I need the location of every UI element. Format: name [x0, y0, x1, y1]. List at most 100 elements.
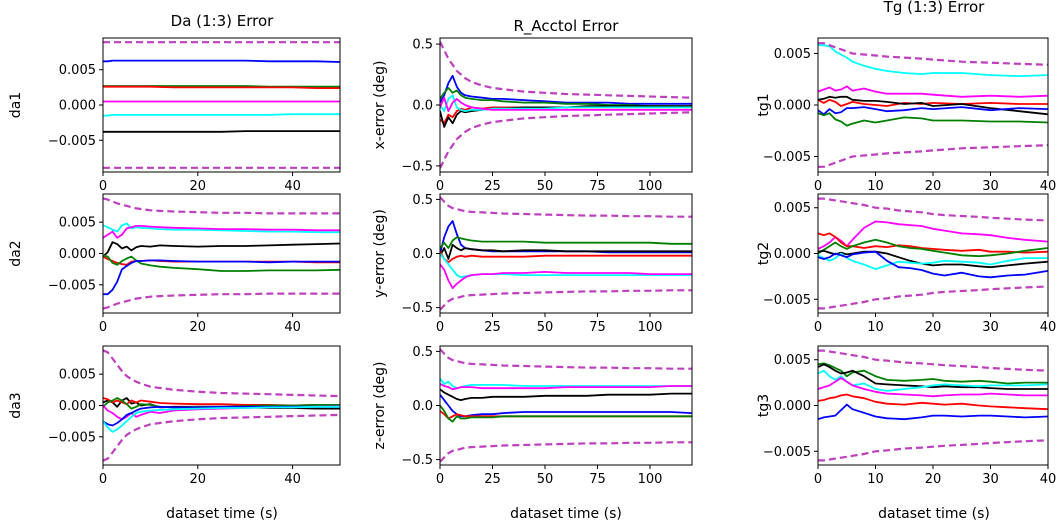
blue-series-line — [103, 259, 340, 296]
y-axis-label: tg1 — [756, 93, 772, 116]
y-tick-label: 0.000 — [59, 247, 96, 262]
y-tick-label: −0.5 — [401, 301, 433, 316]
black-series-line — [103, 241, 340, 258]
blue-series-line — [103, 59, 340, 63]
cyan-series-line — [818, 44, 1048, 77]
x-tick-label: 100 — [638, 179, 663, 194]
y-tick-label: −0.5 — [401, 159, 433, 174]
y-axis-label: x-error (deg) — [372, 61, 388, 150]
x-tick-label: 40 — [284, 179, 301, 194]
x-tick-label: 20 — [925, 179, 942, 194]
magenta-series-line — [440, 263, 692, 289]
black-series-line — [440, 243, 692, 260]
bound-line — [440, 41, 692, 99]
y-axis-label: da2 — [8, 240, 24, 266]
axes-frame — [439, 193, 693, 314]
x-tick-label: 30 — [982, 179, 999, 194]
x-tick-label: 0 — [436, 179, 444, 194]
magenta-series-line — [818, 85, 1048, 98]
y-tick-label: 0.000 — [774, 99, 811, 114]
bound-line — [440, 441, 692, 463]
x-tick-label: 100 — [638, 320, 663, 335]
axes-frame — [102, 193, 341, 314]
cyan-series-line — [818, 369, 1048, 392]
y-tick-label: 0.005 — [59, 368, 96, 383]
y-tick-label: −0.005 — [48, 278, 96, 293]
magenta-series-line — [440, 383, 692, 391]
axes-frame — [439, 345, 693, 466]
x-tick-label: 40 — [284, 472, 301, 487]
y-tick-label: 0.005 — [774, 353, 811, 368]
cyan-series-line — [103, 113, 340, 117]
x-tick-label: 50 — [537, 472, 554, 487]
bound-line — [103, 197, 340, 215]
y-axis-label: da1 — [8, 92, 24, 118]
green-series-line — [818, 362, 1048, 385]
x-tick-label: 0 — [814, 472, 822, 487]
x-tick-label: 25 — [484, 320, 501, 335]
column-title-r-acctol: R_Acctol Error — [514, 17, 620, 36]
y-tick-label: 0.0 — [412, 247, 433, 262]
x-tick-label: 0 — [436, 320, 444, 335]
magenta-series-line — [103, 225, 340, 239]
black-series-line — [818, 95, 1048, 116]
x-tick-label: 20 — [190, 320, 207, 335]
y-tick-label: 0.000 — [59, 99, 96, 114]
y-tick-label: 0.0 — [412, 99, 433, 114]
black-series-line — [440, 388, 692, 401]
x-axis-label-tg: dataset time (s) — [878, 506, 990, 522]
y-tick-label: 0.000 — [774, 247, 811, 262]
green-series-line — [440, 87, 692, 108]
blue-series-line — [818, 250, 1048, 279]
y-tick-label: −0.005 — [763, 293, 811, 308]
x-tick-label: 20 — [925, 472, 942, 487]
y-axis-label: da3 — [8, 392, 24, 418]
cyan-series-line — [818, 252, 1048, 270]
panel-y-error: 0 25 50 75 100 0.5 0.0 −0.5 y-error (deg) — [372, 193, 693, 335]
x-tick-label: 50 — [537, 179, 554, 194]
y-tick-label: 0.005 — [59, 63, 96, 78]
x-tick-label: 30 — [982, 472, 999, 487]
green-series-line — [440, 236, 692, 249]
bound-line — [818, 197, 1048, 222]
cyan-series-line — [440, 377, 692, 390]
x-tick-label: 30 — [982, 320, 999, 335]
x-tick-label: 40 — [1040, 179, 1057, 194]
x-tick-label: 0 — [436, 472, 444, 487]
blue-series-line — [818, 106, 1048, 116]
x-tick-label: 0 — [99, 320, 107, 335]
red-series-line — [440, 250, 692, 264]
green-series-line — [818, 112, 1048, 127]
y-axis-label: tg2 — [756, 242, 772, 265]
red-series-line — [818, 98, 1048, 107]
y-tick-label: −0.5 — [401, 453, 433, 468]
x-tick-label: 50 — [537, 320, 554, 335]
y-tick-label: −0.005 — [763, 445, 811, 460]
red-series-line — [818, 393, 1048, 411]
bound-line — [440, 348, 692, 370]
bound-line — [440, 196, 692, 218]
x-tick-label: 0 — [814, 320, 822, 335]
y-axis-label: z-error (deg) — [372, 361, 388, 449]
axes-frame — [817, 37, 1049, 173]
x-tick-label: 40 — [1040, 320, 1057, 335]
bound-line — [440, 111, 692, 169]
green-series-line — [103, 254, 340, 272]
cyan-series-line — [103, 222, 340, 234]
green-series-line — [440, 404, 692, 423]
blue-series-line — [440, 394, 692, 418]
axes-frame — [102, 37, 341, 173]
cyan-series-line — [103, 405, 340, 433]
y-tick-label: −0.005 — [48, 430, 96, 445]
panel-z-error: 0 25 50 75 100 0.5 0.0 −0.5 z-error (deg) — [372, 345, 693, 487]
y-tick-label: 0.005 — [774, 201, 811, 216]
y-tick-label: −0.005 — [48, 134, 96, 149]
red-series-line — [818, 232, 1048, 254]
panel-tg2: 0 10 20 30 40 0.005 0.000 −0.005 tg2 — [756, 193, 1057, 335]
bound-line — [103, 292, 340, 310]
x-tick-label: 20 — [925, 320, 942, 335]
bound-line — [103, 413, 340, 462]
x-tick-label: 75 — [589, 179, 606, 194]
x-tick-label: 25 — [484, 179, 501, 194]
